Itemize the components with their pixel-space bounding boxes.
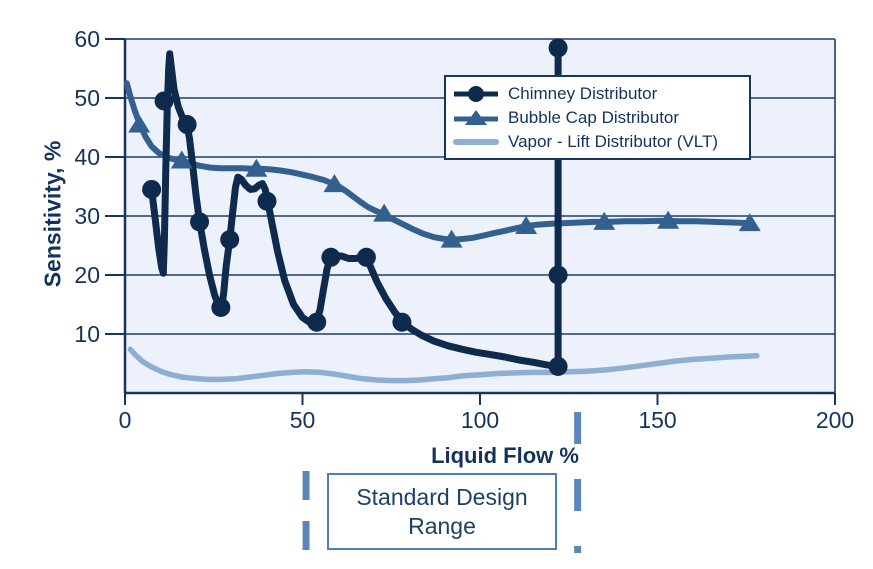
bubble-cap-marker [593,211,616,230]
bubble-cap-marker [245,158,268,177]
chimney-marker [548,265,568,285]
chimney-marker [190,212,210,232]
standard-design-range-line2: Range [408,512,476,539]
chimney-marker [356,247,376,267]
bubble-cap-marker [440,229,463,248]
series-markers [128,38,761,376]
x-tick-label-50: 50 [290,407,316,433]
x-tick-label-150: 150 [638,407,676,433]
standard-design-range-line1: Standard Design [356,483,528,510]
chimney-marker [548,356,568,376]
design-range-dashed-lines [302,412,582,553]
legend-item-vapor-lift: Vapor - Lift Distributor (VLT) [452,130,743,154]
y-tick-label-30: 30 [74,203,100,229]
bubble-cap-marker [170,150,193,169]
chimney-marker [392,312,412,332]
y-tick-label-40: 40 [74,144,100,170]
chimney-marker [142,179,162,199]
legend-item-chimney: Chimney Distributor [452,82,743,106]
chimney-marker [548,38,568,58]
bubble-cap-marker [128,114,151,133]
y-axis-title: Sensitivity, % [39,140,66,288]
vapor-lift-line-icon [453,138,499,145]
bubble-cap-marker [738,213,761,232]
chimney-marker [307,312,327,332]
y-tick-label-50: 50 [74,85,100,111]
chimney-marker [321,247,341,267]
chimney-marker [257,191,277,211]
legend-label-chimney: Chimney Distributor [508,83,658,103]
standard-design-range-box: Standard Design Range [327,473,557,550]
chimney-marker [177,115,197,135]
x-axis-title: Liquid Flow % [431,443,579,468]
series-line-vapor-lift-distributor-vlt- [127,346,760,384]
y-tick-label-10: 10 [74,321,100,347]
tick-labels: 10 20 30 40 50 60 0 50 100 150 200 [74,26,854,433]
x-tick-label-0: 0 [119,407,132,433]
chimney-marker [211,297,231,317]
bubble-cap-marker [373,203,396,222]
y-tick-label-60: 60 [74,26,100,52]
bubble-cap-marker [323,174,346,193]
legend: Chimney Distributor Bubble Cap Distribut… [444,75,751,160]
bubble-cap-marker [657,210,680,229]
x-tick-label-100: 100 [461,407,499,433]
axes [105,38,836,405]
bubble-cap-marker [515,216,538,235]
legend-item-bubble-cap: Bubble Cap Distributor [452,106,743,130]
chimney-marker [154,91,174,111]
chimney-line-circle-icon [454,85,498,102]
bubble-cap-line-triangle-icon [454,109,498,125]
chimney-marker [220,230,240,250]
legend-label-vapor-lift: Vapor - Lift Distributor (VLT) [508,131,719,151]
y-tick-label-20: 20 [74,262,100,288]
x-tick-label-200: 200 [816,407,854,433]
legend-label-bubble-cap: Bubble Cap Distributor [508,107,680,127]
